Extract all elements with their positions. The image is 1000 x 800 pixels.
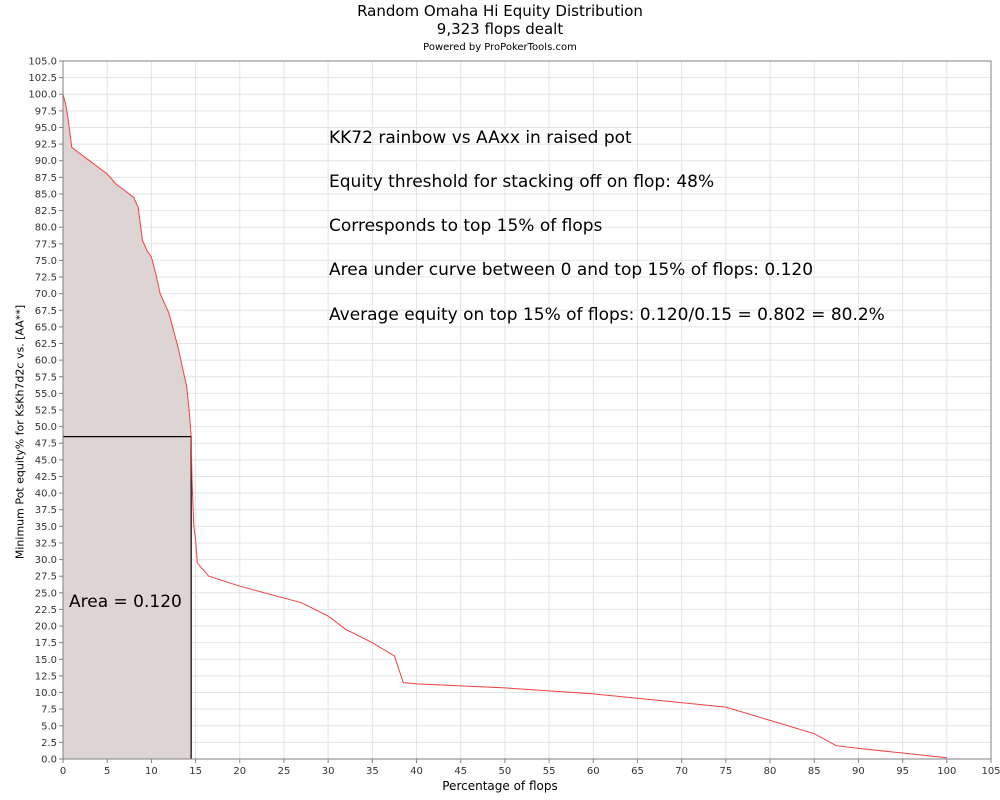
y-tick-label: 30.0 [35,555,57,566]
x-tick-label: 5 [104,766,110,777]
annotation-line-1: KK72 rainbow vs AAxx in raised pot [329,128,632,148]
x-axis-label: Percentage of flops [442,779,558,793]
y-tick-label: 70.0 [35,289,57,300]
y-tick-label: 55.0 [35,389,57,400]
x-tick-label: 100 [937,766,956,777]
y-tick-label: 65.0 [35,322,57,333]
x-tick-label: 0 [60,766,66,777]
chart-subtitle: 9,323 flops dealt [436,20,564,38]
annotation-line-3: Corresponds to top 15% of flops [329,216,603,236]
y-tick-label: 57.5 [35,372,57,383]
shaded-area [63,94,192,759]
y-tick-label: 97.5 [35,106,57,117]
y-tick-label: 40.0 [35,489,57,500]
equity-series-line [62,94,947,759]
y-tick-label: 75.0 [35,256,57,267]
x-tick-label: 35 [366,766,379,777]
x-tick-label: 40 [410,766,423,777]
annotation-line-2: Equity threshold for stacking off on flo… [329,172,715,192]
y-tick-label: 62.5 [35,339,57,350]
y-tick-label: 37.5 [35,505,57,516]
chart-credit: Powered by ProPokerTools.com [423,42,577,53]
annotation-line-5: Average equity on top 15% of flops: 0.12… [329,305,885,325]
y-tick-label: 100.0 [28,90,57,101]
y-tick-label: 35.0 [35,522,57,533]
x-tick-label: 15 [189,766,202,777]
y-tick-label: 82.5 [35,206,57,217]
x-tick-label: 105 [981,766,1000,777]
y-axis-label: Minimum Pot equity% for KsKh7d2c vs. [AA… [13,304,27,560]
x-tick-label: 25 [278,766,291,777]
x-tick-label: 30 [322,766,335,777]
annotation-line-4: Area under curve between 0 and top 15% o… [329,260,814,280]
y-tick-label: 87.5 [35,173,57,184]
y-tick-label: 2.5 [41,738,57,749]
y-tick-label: 77.5 [35,239,57,250]
axes: 0 5 10 15 20 25 30 35 40 45 50 55 60 65 70 75 80 85 90 95 10… [28,57,1000,778]
y-tick-label: 47.5 [35,439,57,450]
y-tick-label: 102.5 [28,73,57,84]
x-tick-label: 75 [719,766,732,777]
y-tick-label: 92.5 [35,140,57,151]
y-tick-label: 60.0 [35,356,57,367]
x-tick-label: 55 [543,766,556,777]
y-tick-label: 20.0 [35,622,57,633]
chart-title: Random Omaha Hi Equity Distribution [357,2,643,20]
x-tick-label: 60 [587,766,600,777]
y-tick-label: 45.0 [35,455,57,466]
y-tick-label: 7.5 [41,705,57,716]
area-fill-layer [63,94,192,759]
y-tick-label: 67.5 [35,306,57,317]
x-tick-label: 65 [631,766,644,777]
y-tick-label: 10.0 [35,688,57,699]
y-tick-label: 90.0 [35,156,57,167]
y-tick-label: 27.5 [35,572,57,583]
y-tick-label: 85.0 [35,189,57,200]
y-tick-label: 15.0 [35,655,57,666]
y-tick-label: 22.5 [35,605,57,616]
grid-lines [63,61,991,759]
y-tick-label: 12.5 [35,671,57,682]
x-tick-label: 50 [499,766,512,777]
y-tick-label: 50.0 [35,422,57,433]
x-tick-label: 80 [764,766,777,777]
x-tick-label: 70 [675,766,688,777]
x-tick-label: 95 [896,766,909,777]
x-tick-label: 45 [454,766,467,777]
y-tick-label: 0.0 [41,755,57,766]
y-tick-label: 52.5 [35,406,57,417]
x-tick-label: 10 [145,766,158,777]
x-tick-label: 90 [852,766,865,777]
y-tick-label: 42.5 [35,472,57,483]
area-label: Area = 0.120 [69,592,182,612]
y-tick-label: 5.0 [41,721,57,732]
y-tick-label: 72.5 [35,273,57,284]
y-tick-label: 17.5 [35,638,57,649]
equity-line-layer [62,94,947,759]
x-tick-label: 20 [233,766,246,777]
x-tick-label: 85 [808,766,821,777]
y-tick-label: 95.0 [35,123,57,134]
y-tick-label: 105.0 [28,57,57,68]
y-tick-label: 25.0 [35,588,57,599]
y-tick-label: 80.0 [35,223,57,234]
y-tick-label: 32.5 [35,538,57,549]
